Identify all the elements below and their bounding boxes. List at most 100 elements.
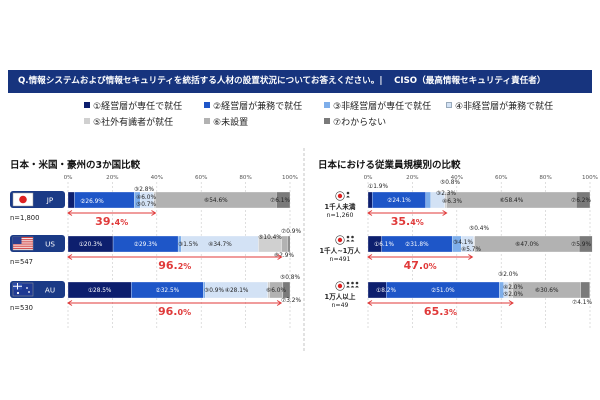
sample-size-label: n=49: [332, 302, 349, 309]
flag-star: [26, 287, 28, 289]
total-arrow-right: [508, 300, 514, 306]
total-arrow-left: [67, 300, 73, 306]
x-tick-label: 100%: [582, 175, 598, 181]
data-label: ⑤0.4%: [469, 225, 489, 232]
legend-item-2: ②経営層が兼務で就任: [204, 99, 302, 112]
size-class-label: 1万人以上: [325, 292, 356, 301]
flag-star: [28, 291, 30, 293]
bar-segment: [281, 235, 289, 253]
legend-item-7: ⑦わからない: [324, 115, 386, 128]
total-label: 47.0%: [404, 259, 437, 272]
left-chart-title: 日本・米国・豪州の3か国比較: [10, 160, 141, 171]
data-label: ③2.8%: [134, 186, 154, 193]
legend-swatch-2: [204, 102, 210, 108]
sample-size-label: n=530: [10, 304, 33, 312]
x-tick-label: 60%: [495, 175, 507, 181]
legend-swatch-7: [324, 118, 330, 124]
data-label: ⑥6.0%: [266, 287, 286, 294]
x-tick-label: 40%: [151, 175, 163, 181]
sample-size-label: n=1,260: [327, 212, 354, 219]
legend-item-4: ④非経営層が兼務で就任: [446, 99, 553, 112]
flag-stripe: [13, 237, 33, 238]
flag-star: [16, 291, 20, 295]
left-chart: 0% 20% 40% 60% 80% 100% JP n=1,800 ①2.9% ②26.9% ③2…: [10, 175, 301, 330]
data-label: ③0.9%: [204, 287, 224, 294]
person-head: [355, 281, 359, 285]
bar-segment: [425, 191, 431, 209]
data-label: ②51.0%: [431, 287, 455, 294]
person-head: [351, 235, 354, 239]
data-label: ⑤0.7%: [136, 201, 156, 208]
x-tick-label: 0%: [64, 175, 73, 181]
x-tick-label: 100%: [282, 175, 298, 181]
flag-stripe: [13, 244, 33, 246]
sample-size-label: n=1,800: [10, 214, 39, 222]
person-body: [350, 239, 355, 242]
flag-sun: [19, 195, 27, 204]
legend-label-5: ⑤社外有識者が就任: [93, 118, 174, 128]
data-label: ⑦4.1%: [572, 299, 592, 306]
data-label: ⑦6.1%: [270, 197, 290, 204]
total-arrow-right: [442, 210, 448, 216]
size-class-label: 1千人~1万人: [319, 246, 360, 255]
legend-swatch-4: [446, 102, 452, 108]
person-head: [346, 191, 350, 195]
data-label: ①28.5%: [88, 287, 112, 294]
total-arrow-right: [276, 300, 283, 306]
right-chart-title: 日本における従業員規模別の比較: [318, 160, 461, 171]
size-class-label: 1千人未満: [325, 202, 356, 211]
person-head: [346, 235, 350, 239]
data-label: ③2.3%: [436, 190, 456, 197]
bar-segment: [367, 191, 373, 209]
country-flag: [12, 192, 34, 207]
total-label: 65.3%: [424, 305, 457, 318]
flag-stripe: [13, 238, 33, 240]
person-body: [346, 239, 350, 242]
legend-swatch-1: [84, 102, 90, 108]
bar-segment: [580, 281, 590, 299]
data-label: ③1.5%: [178, 241, 198, 248]
total-arrow-left: [367, 210, 373, 216]
data-label: ⑥54.6%: [204, 197, 228, 204]
x-tick-label: 40%: [451, 175, 463, 181]
legend-item-1: ①経営層が専任で就任: [84, 99, 182, 112]
data-label: ②29.3%: [134, 241, 158, 248]
data-label: ①2.9%: [74, 186, 94, 193]
data-label: ①1.9%: [368, 183, 388, 190]
legend-swatch-6: [204, 118, 210, 124]
sample-size-label: n=491: [330, 256, 351, 263]
question-text: Q.情報システムおよび情報セキュリティを統括する人材の設置状況についてお答えくだ…: [18, 76, 546, 86]
country-flag: [12, 236, 34, 251]
data-label: ⑥30.6%: [535, 287, 559, 294]
x-tick-label: 80%: [539, 175, 551, 181]
data-label: ③2.0%: [498, 271, 518, 278]
data-label: ③4.1%: [453, 239, 473, 246]
data-label: ②24.1%: [387, 197, 411, 204]
legend-item-3: ③非経営層が専任で就任: [324, 99, 431, 112]
data-label: ⑤0.8%: [280, 274, 300, 281]
legend-label-1: ①経営層が専任で就任: [93, 102, 183, 112]
bar-segment: [67, 191, 75, 209]
chart-legend: ①経営層が専任で就任 ②経営層が兼務で就任 ③非経営層が専任で就任 ④非経営層が…: [84, 99, 554, 135]
x-tick-label: 60%: [195, 175, 207, 181]
data-label: ⑥2.9%: [274, 252, 294, 259]
data-label: ⑤2.0%: [503, 291, 523, 298]
country-label: JP: [46, 196, 54, 205]
flag-canton: [13, 237, 22, 244]
data-label: ⑦0.9%: [281, 228, 301, 235]
bar-segment: [576, 191, 591, 209]
data-label: ①20.3%: [79, 241, 103, 248]
data-label: ②31.8%: [405, 241, 429, 248]
total-label: 39.4%: [95, 215, 128, 228]
data-label: ①8.2%: [376, 287, 396, 294]
employee-icon: [346, 235, 355, 242]
person-head: [346, 281, 350, 285]
total-arrow-left: [67, 254, 73, 260]
bar-segment: [578, 235, 593, 253]
total-arrow-right: [277, 254, 283, 260]
total-arrow-left: [367, 300, 373, 306]
person-body: [350, 285, 355, 288]
data-label: ④2.0%: [503, 284, 523, 291]
legend-label-7: ⑦わからない: [333, 118, 387, 128]
